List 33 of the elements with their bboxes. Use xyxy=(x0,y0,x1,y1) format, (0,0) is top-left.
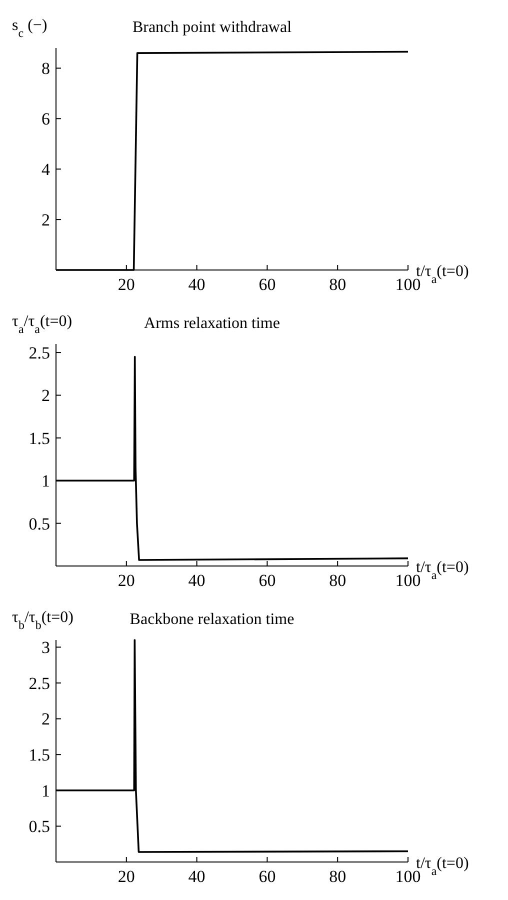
x-tick-label: 60 xyxy=(258,571,276,590)
x-tick-label: 20 xyxy=(118,867,135,886)
x-tick-label: 40 xyxy=(188,867,206,886)
x-tick-label: 60 xyxy=(258,275,276,294)
x-tick-label: 40 xyxy=(188,571,206,590)
chart-title: Backbone relaxation time xyxy=(130,611,294,628)
y-tick-label: 1 xyxy=(42,472,50,491)
x-tick-label: 80 xyxy=(329,275,346,294)
x-tick-label: 40 xyxy=(188,275,206,294)
y-tick-label: 4 xyxy=(42,160,50,180)
y-tick-label: 6 xyxy=(42,110,50,129)
x-tick-label: 20 xyxy=(118,275,135,294)
y-axis-title: τ$_{b}$/τ$_{b}$(t=0) xyxy=(12,609,74,632)
y-axis-title: τ$_{a}$/τ$_{a}$(t=0) xyxy=(12,313,72,336)
y-axis-title: s$_{c}$ (−) xyxy=(12,17,48,40)
y-tick-label: 2.5 xyxy=(28,343,50,362)
x-tick-label: 60 xyxy=(258,867,276,886)
x-tick-label: 20 xyxy=(118,571,135,590)
x-tick-label: 80 xyxy=(329,571,346,590)
y-tick-label: 0.5 xyxy=(28,514,50,534)
chart-title: Branch point withdrawal xyxy=(132,19,292,36)
chart-title: Arms relaxation time xyxy=(144,315,280,332)
y-tick-label: 2 xyxy=(42,386,50,406)
y-tick-label: 8 xyxy=(42,59,50,78)
y-tick-label: 1.5 xyxy=(28,428,50,448)
x-tick-label: 80 xyxy=(329,867,346,886)
y-tick-label: 1.5 xyxy=(28,746,50,765)
y-tick-label: 3 xyxy=(42,638,50,658)
y-tick-label: 2 xyxy=(42,210,50,230)
y-tick-label: 1 xyxy=(42,781,50,800)
y-tick-label: 2 xyxy=(42,710,50,729)
y-tick-label: 0.5 xyxy=(28,817,50,836)
y-tick-label: 2.5 xyxy=(28,674,50,693)
